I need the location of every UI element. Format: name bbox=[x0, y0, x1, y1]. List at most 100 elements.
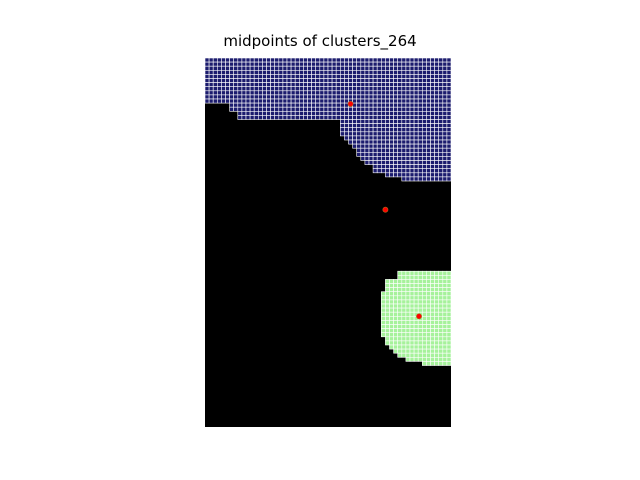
cluster-bottom-cell bbox=[438, 320, 444, 325]
cluster-top-cell bbox=[290, 98, 296, 104]
cluster-top-cell bbox=[245, 61, 251, 67]
cluster-bottom-cell bbox=[421, 340, 427, 346]
cluster-top-cell bbox=[294, 90, 300, 96]
cluster-top-cell bbox=[311, 86, 317, 92]
cluster-bottom-cell bbox=[397, 320, 403, 325]
cluster-bottom-cell bbox=[417, 348, 423, 354]
cluster-bottom-cell bbox=[446, 287, 452, 293]
cluster-top-cell bbox=[290, 94, 296, 100]
cluster-top-cell bbox=[413, 152, 419, 157]
cluster-top-cell bbox=[356, 127, 362, 133]
cluster-top-cell bbox=[303, 78, 308, 83]
cluster-top-cell bbox=[409, 156, 415, 161]
cluster-top-cell bbox=[372, 160, 378, 165]
cluster-top-cell bbox=[303, 115, 308, 120]
cluster-top-cell bbox=[446, 115, 452, 120]
cluster-top-cell bbox=[348, 57, 353, 63]
cluster-top-cell bbox=[434, 102, 440, 108]
cluster-top-cell bbox=[303, 106, 308, 112]
cluster-top-cell bbox=[434, 119, 440, 124]
cluster-bottom-cell bbox=[446, 324, 452, 329]
cluster-bottom-cell bbox=[421, 324, 427, 329]
cluster-top-cell bbox=[380, 86, 386, 92]
cluster-top-cell bbox=[241, 86, 247, 92]
cluster-top-cell bbox=[397, 160, 403, 165]
cluster-top-cell bbox=[323, 86, 329, 92]
cluster-top-cell bbox=[360, 70, 366, 75]
cluster-top-cell bbox=[442, 127, 448, 133]
cluster-top-cell bbox=[397, 147, 403, 153]
cluster-bottom-cell bbox=[426, 303, 431, 309]
cluster-top-cell bbox=[434, 98, 440, 104]
cluster-top-cell bbox=[356, 82, 362, 87]
cluster-top-cell bbox=[352, 131, 358, 137]
cluster-bottom-cell bbox=[446, 315, 452, 321]
cluster-top-cell bbox=[245, 86, 251, 92]
cluster-top-cell bbox=[331, 98, 337, 104]
cluster-top-cell bbox=[376, 131, 382, 137]
cluster-bottom-cell bbox=[442, 315, 448, 321]
cluster-top-cell bbox=[241, 78, 247, 83]
cluster-top-cell bbox=[426, 156, 431, 161]
cluster-top-cell bbox=[204, 82, 210, 87]
cluster-top-cell bbox=[417, 111, 423, 116]
cluster-bottom-cell bbox=[442, 295, 448, 301]
cluster-bottom-cell bbox=[417, 279, 423, 284]
cluster-bottom-cell bbox=[397, 287, 403, 293]
cluster-bottom-cell bbox=[442, 270, 448, 276]
cluster-top-cell bbox=[253, 90, 259, 96]
cluster-top-cell bbox=[385, 65, 390, 71]
cluster-top-cell bbox=[270, 98, 276, 104]
cluster-top-cell bbox=[339, 111, 345, 116]
cluster-top-cell bbox=[245, 90, 251, 96]
cluster-top-cell bbox=[413, 102, 419, 108]
cluster-top-cell bbox=[438, 86, 444, 92]
cluster-bottom-cell bbox=[421, 299, 427, 305]
cluster-top-cell bbox=[393, 74, 399, 79]
cluster-top-cell bbox=[229, 102, 235, 108]
cluster-top-cell bbox=[335, 90, 341, 96]
cluster-top-cell bbox=[360, 115, 366, 120]
cluster-top-cell bbox=[405, 106, 411, 112]
cluster-top-cell bbox=[237, 98, 243, 104]
cluster-top-cell bbox=[417, 106, 423, 112]
cluster-top-cell bbox=[311, 94, 317, 100]
cluster-bottom-cell bbox=[393, 348, 399, 354]
cluster-bottom-cell bbox=[442, 352, 448, 358]
cluster-top-cell bbox=[421, 65, 427, 71]
cluster-top-cell bbox=[417, 135, 423, 141]
cluster-top-cell bbox=[434, 74, 440, 79]
cluster-top-cell bbox=[446, 65, 452, 71]
cluster-top-cell bbox=[352, 57, 358, 63]
cluster-top-cell bbox=[360, 106, 366, 112]
cluster-top-cell bbox=[352, 111, 358, 116]
cluster-midpoint bbox=[416, 313, 422, 320]
cluster-top-cell bbox=[352, 119, 358, 124]
cluster-top-cell bbox=[438, 131, 444, 137]
cluster-bottom-cell bbox=[380, 315, 386, 321]
cluster-top-cell bbox=[417, 86, 423, 92]
cluster-top-cell bbox=[368, 70, 374, 75]
cluster-top-cell bbox=[319, 90, 325, 96]
cluster-bottom-cell bbox=[426, 332, 431, 338]
cluster-top-cell bbox=[434, 111, 440, 116]
cluster-bottom-cell bbox=[438, 279, 444, 284]
cluster-top-cell bbox=[413, 86, 419, 92]
cluster-top-cell bbox=[430, 152, 435, 157]
cluster-top-cell bbox=[315, 115, 321, 120]
cluster-top-cell bbox=[380, 164, 386, 170]
cluster-top-cell bbox=[421, 74, 427, 79]
cluster-bottom-cell bbox=[417, 356, 423, 362]
cluster-top-cell bbox=[286, 115, 292, 120]
cluster-bottom-cell bbox=[397, 315, 403, 321]
cluster-top-cell bbox=[331, 70, 337, 75]
cluster-top-cell bbox=[401, 70, 407, 75]
cluster-top-cell bbox=[376, 74, 382, 79]
cluster-top-cell bbox=[352, 65, 358, 71]
cluster-top-cell bbox=[397, 61, 403, 67]
cluster-top-cell bbox=[253, 74, 259, 79]
cluster-top-cell bbox=[376, 168, 382, 174]
cluster-bottom-cell bbox=[438, 328, 444, 334]
cluster-top-cell bbox=[393, 123, 399, 128]
cluster-top-cell bbox=[339, 102, 345, 108]
